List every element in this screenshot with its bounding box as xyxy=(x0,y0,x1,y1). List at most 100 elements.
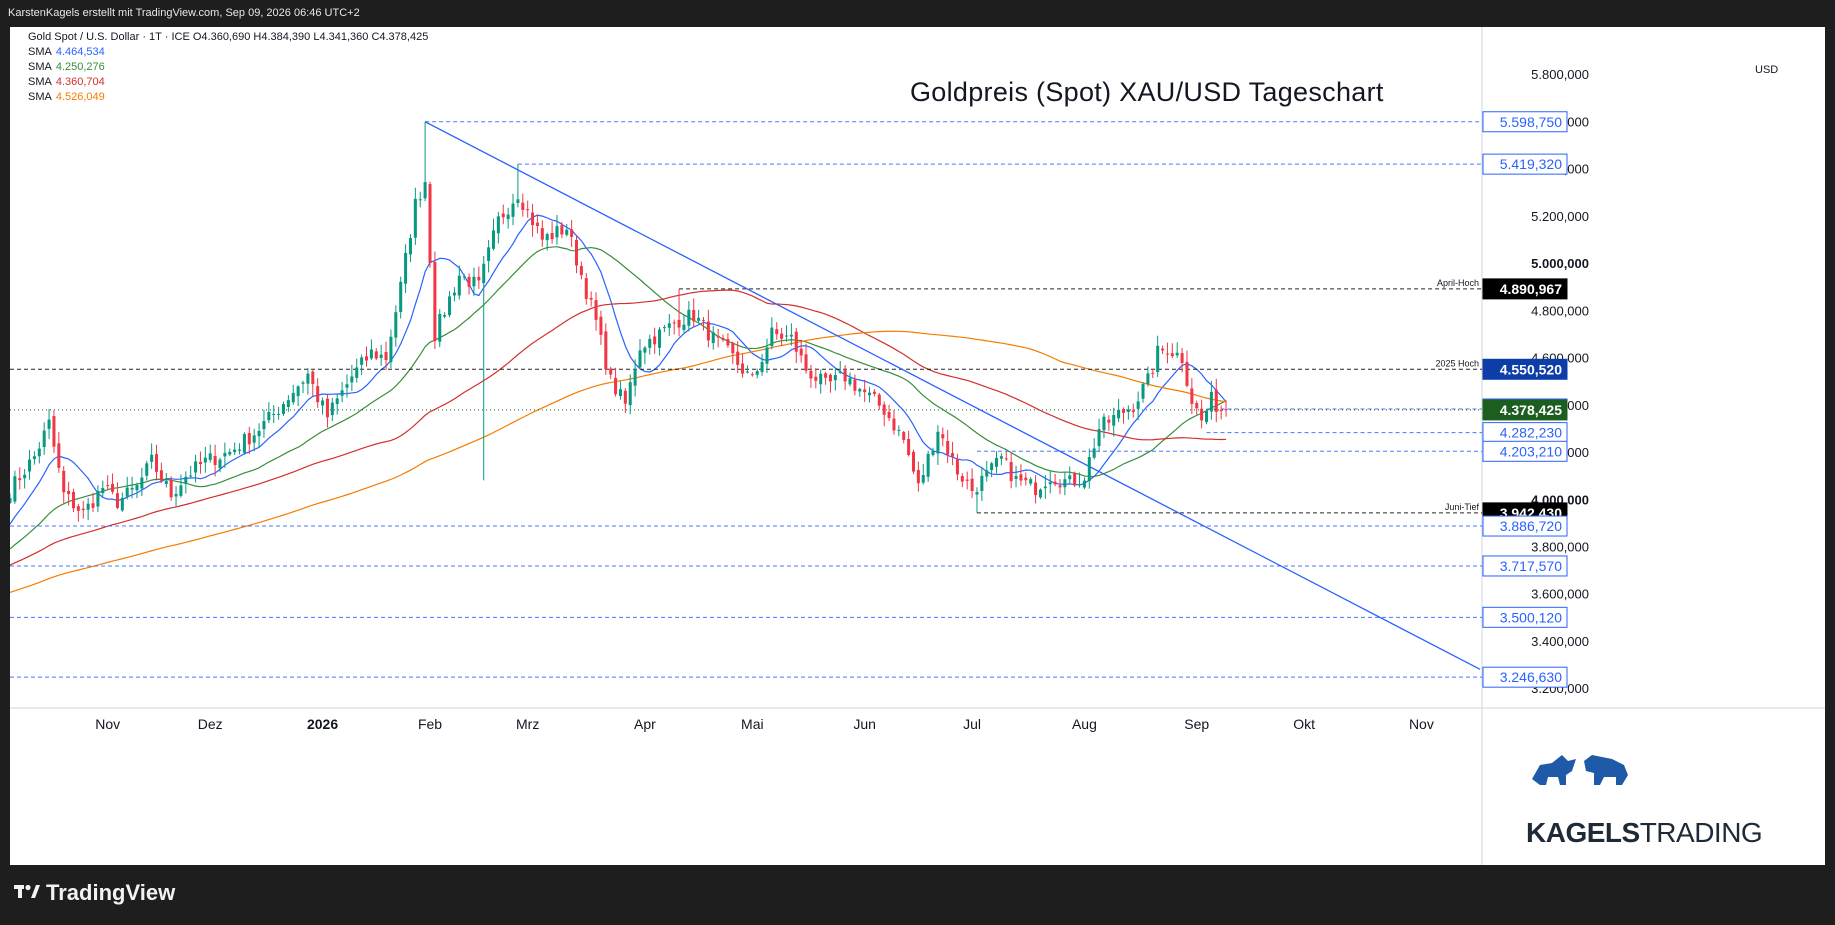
candle-body xyxy=(467,276,471,287)
x-tick-label: Aug xyxy=(1072,716,1097,732)
sma-legend-3[interactable]: SMA 4.360,704 xyxy=(28,75,105,90)
sma-label: SMA xyxy=(28,76,52,88)
x-tick-label: Nov xyxy=(1409,716,1434,732)
candle-body xyxy=(682,324,686,330)
candle-body xyxy=(902,432,906,440)
candle-body xyxy=(892,418,896,431)
candle-body xyxy=(701,320,706,322)
candle-body xyxy=(448,296,452,316)
candle-body xyxy=(526,209,530,211)
candle-body xyxy=(135,485,139,491)
candle-body xyxy=(252,435,256,443)
y-tick-label: 3.600,000 xyxy=(1531,587,1589,602)
candle-body xyxy=(535,222,539,227)
sma-legend-4[interactable]: SMA 4.526,049 xyxy=(28,90,105,105)
candle-body xyxy=(824,373,828,378)
sma-legend-1[interactable]: SMA 4.464,534 xyxy=(28,45,105,60)
candle-body xyxy=(1087,457,1091,481)
candle-body xyxy=(1068,475,1072,480)
candle-body xyxy=(570,229,574,237)
candle-body xyxy=(42,430,46,448)
candle-body xyxy=(247,433,251,445)
candle-body xyxy=(18,478,22,481)
candle-body xyxy=(238,449,242,451)
y-tick-label: 4.800,000 xyxy=(1531,303,1589,318)
candle-body xyxy=(1170,353,1174,357)
candle-body xyxy=(511,203,515,217)
tradingview-logo-icon xyxy=(14,882,40,905)
candle-body xyxy=(242,433,246,453)
price-tag-label: 3.500,120 xyxy=(1500,609,1562,625)
price-tag-label: 4.890,967 xyxy=(1500,281,1562,297)
candle-body xyxy=(814,376,818,381)
sma-value: 4.464,534 xyxy=(55,46,105,58)
candle-body xyxy=(28,459,32,472)
candle-body xyxy=(169,480,173,498)
candle-body xyxy=(1131,410,1135,413)
candle-body xyxy=(477,276,481,281)
y-tick-label: 5.000,000 xyxy=(1531,256,1589,271)
candle-body xyxy=(311,371,315,385)
candle-body xyxy=(1146,373,1150,384)
price-tag-label: 5.419,320 xyxy=(1500,156,1562,172)
candle-body xyxy=(745,371,749,373)
candle-body xyxy=(233,449,237,453)
candle-body xyxy=(1175,352,1179,356)
candle-body xyxy=(1141,383,1145,399)
symbol-legend[interactable]: Gold Spot / U.S. Dollar · 1T · ICE O4.36… xyxy=(28,30,428,45)
x-tick-label: Nov xyxy=(95,716,120,732)
candle-body xyxy=(457,275,461,296)
chart-attribution: KarstenKagels erstellt mit TradingView.c… xyxy=(8,7,360,19)
candle-body xyxy=(736,351,740,365)
candle-body xyxy=(203,457,207,463)
candle-body xyxy=(452,292,456,296)
candle-body xyxy=(560,225,564,235)
candle-body xyxy=(921,474,925,483)
candle-body xyxy=(71,492,76,509)
candle-body xyxy=(228,451,232,455)
candle-body xyxy=(496,216,500,234)
bull-shape xyxy=(1532,755,1576,785)
candle-body xyxy=(286,400,290,408)
bull-bear-icon xyxy=(1532,755,1628,785)
candle-body xyxy=(223,452,227,457)
candle-body xyxy=(692,309,696,322)
candle-body xyxy=(1048,482,1052,485)
candle-body xyxy=(721,337,725,341)
sma-label: SMA xyxy=(28,61,52,73)
price-tag xyxy=(1482,440,1568,462)
candle-body xyxy=(150,454,154,462)
x-tick-label: Jun xyxy=(853,716,876,732)
chart-frame[interactable]: 3.200,000 3.400,000 3.600,000 3.800,000 4.00… xyxy=(10,27,1825,865)
candle-body xyxy=(335,398,339,405)
candle-body xyxy=(1185,361,1189,386)
candle-body xyxy=(609,368,613,375)
price-tag xyxy=(1482,606,1568,628)
candle-body xyxy=(413,198,417,238)
candle-body xyxy=(819,373,823,385)
candle-body xyxy=(1034,482,1038,496)
candle-body xyxy=(1156,345,1160,372)
bear-shape xyxy=(1584,755,1628,785)
candle-body xyxy=(52,416,56,447)
candle-body xyxy=(140,477,144,489)
candle-body xyxy=(550,232,554,240)
candle-body xyxy=(1126,409,1130,412)
candle-body xyxy=(658,329,662,348)
candle-body xyxy=(81,508,85,511)
candle-body xyxy=(604,331,608,370)
sma-legend-2[interactable]: SMA 4.250,276 xyxy=(28,60,105,75)
candle-body xyxy=(951,453,955,457)
candle-body xyxy=(1009,462,1013,482)
candle-body xyxy=(589,297,593,300)
candle-body xyxy=(970,478,974,492)
tradingview-logo[interactable]: TradingView xyxy=(14,880,175,906)
candle-body xyxy=(281,404,286,414)
candle-body xyxy=(1004,458,1008,460)
candle-body xyxy=(472,276,476,287)
candle-body xyxy=(91,503,95,508)
candle-body xyxy=(76,506,80,511)
price-chart[interactable]: 3.200,0003.400,0003.600,0003.800,0004.00… xyxy=(10,27,1825,865)
price-tag xyxy=(1482,153,1568,175)
x-tick-label: Mrz xyxy=(516,716,539,732)
